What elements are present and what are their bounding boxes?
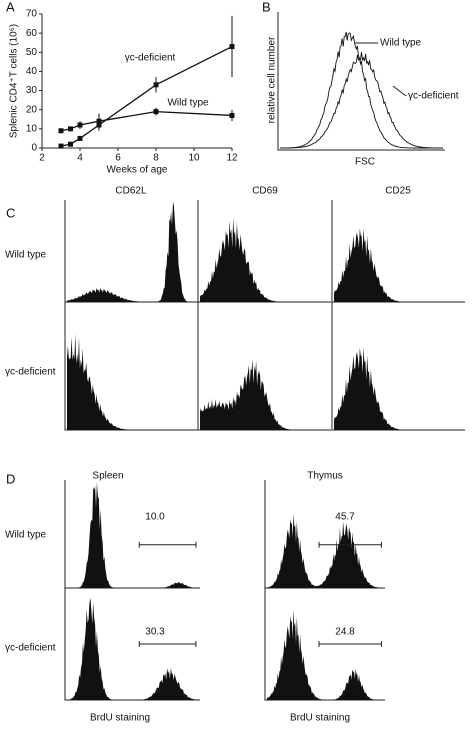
histogram xyxy=(200,359,329,430)
pointer xyxy=(392,85,407,97)
y-tick-label: 0 xyxy=(31,143,37,154)
row-label: Wild type xyxy=(5,530,47,541)
histogram xyxy=(334,347,463,430)
marker xyxy=(96,118,102,124)
series-line xyxy=(60,110,233,132)
gate xyxy=(318,641,382,647)
histogram xyxy=(67,202,196,302)
x-tick-label: 6 xyxy=(115,153,121,164)
histogram xyxy=(67,597,198,700)
y-tick-label: 70 xyxy=(26,9,38,20)
gate xyxy=(138,541,197,548)
column-title: Spleen xyxy=(92,471,123,482)
histogram xyxy=(67,482,198,588)
percentage: 30.3 xyxy=(145,627,165,638)
panel-frame xyxy=(331,302,465,431)
panel-frame xyxy=(277,12,445,151)
marker xyxy=(58,143,64,149)
gate xyxy=(138,641,197,647)
y-tick-label: 20 xyxy=(26,104,38,115)
column-title: CD25 xyxy=(385,186,411,197)
marker xyxy=(77,135,83,141)
series-label: Wild type xyxy=(167,98,209,109)
histogram-outline xyxy=(280,31,443,149)
annotation: Wild type xyxy=(380,38,422,49)
x-tick-label: 8 xyxy=(153,153,159,164)
marker xyxy=(58,128,64,134)
panel-letter: D xyxy=(6,471,15,486)
marker xyxy=(68,126,73,132)
column-title: CD69 xyxy=(252,186,278,197)
panel-letter: C xyxy=(6,205,15,220)
axis-label: FSC xyxy=(355,157,375,168)
histogram xyxy=(200,217,329,302)
histogram-outline xyxy=(280,52,443,149)
series-label: γc-deficient xyxy=(125,53,176,64)
y-tick-label: 30 xyxy=(26,85,38,96)
x-tick-label: 12 xyxy=(226,153,238,164)
panel-frame xyxy=(64,302,198,431)
gate xyxy=(318,541,382,548)
row-label: Wild type xyxy=(5,250,47,261)
axis-label: BrdU staining xyxy=(90,713,150,724)
y-tick-label: 40 xyxy=(26,66,38,77)
column-title: Thymus xyxy=(307,471,343,482)
marker xyxy=(153,82,159,88)
axis-label: Weeks of age xyxy=(107,165,168,176)
y-tick-label: 50 xyxy=(26,47,38,58)
marker xyxy=(68,141,73,147)
histogram xyxy=(334,228,463,302)
axis-label: relative cell number xyxy=(267,36,278,123)
marker xyxy=(153,109,159,115)
row-label: γc-deficient xyxy=(5,367,56,378)
histogram xyxy=(267,609,383,700)
column-title: CD62L xyxy=(115,186,147,197)
axis-label: Splenic CD4⁺T cells (10⁶) xyxy=(9,24,20,138)
histogram xyxy=(267,513,383,588)
marker xyxy=(229,112,235,118)
marker xyxy=(77,122,83,128)
row-label: γc-deficient xyxy=(5,643,56,654)
x-tick-label: 10 xyxy=(188,153,200,164)
marker xyxy=(229,44,235,50)
x-tick-label: 2 xyxy=(39,153,45,164)
percentage: 45.7 xyxy=(335,512,355,523)
annotation: γc-deficient xyxy=(408,91,459,102)
panel-frame xyxy=(64,480,200,589)
percentage: 10.0 xyxy=(145,512,165,523)
histogram xyxy=(67,333,196,430)
x-tick-label: 4 xyxy=(77,153,83,164)
y-tick-label: 60 xyxy=(26,28,38,39)
percentage: 24.8 xyxy=(335,627,355,638)
axis-label: BrdU staining xyxy=(290,713,350,724)
panel-letter: B xyxy=(262,0,271,14)
y-tick-label: 10 xyxy=(26,123,38,134)
panel-letter: A xyxy=(6,0,15,14)
